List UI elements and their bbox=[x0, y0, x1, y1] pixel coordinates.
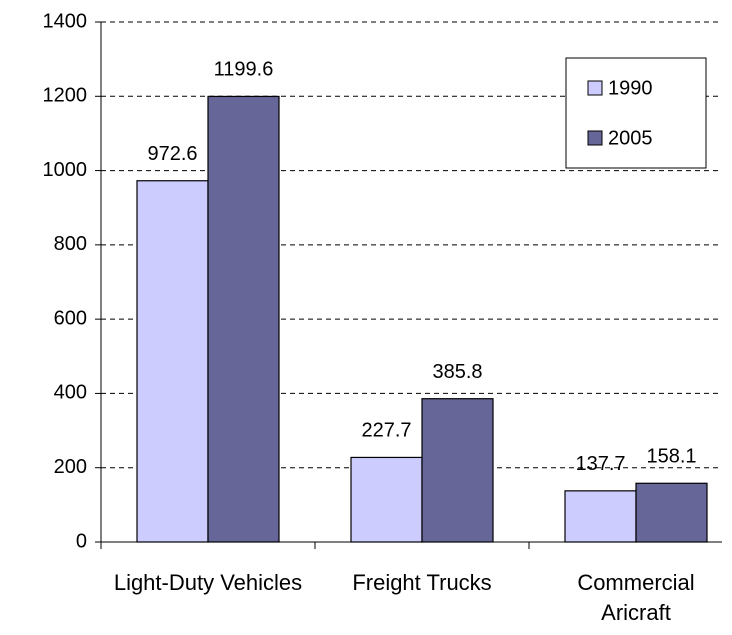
legend-label: 1990 bbox=[608, 77, 653, 99]
x-tick-label: Commercial Aricraft bbox=[577, 570, 695, 625]
y-tick-label: 200 bbox=[54, 456, 87, 478]
x-tick-label: Light-Duty Vehicles bbox=[113, 570, 303, 595]
value-label: 137.7 bbox=[575, 453, 625, 475]
legend-box bbox=[565, 57, 707, 169]
value-label: 1199.6 bbox=[214, 59, 274, 81]
bar bbox=[635, 482, 708, 543]
legend-swatch bbox=[587, 130, 603, 146]
y-tick-label: 800 bbox=[54, 233, 87, 255]
y-tick-label: 1000 bbox=[43, 159, 88, 181]
value-label: 158.1 bbox=[646, 446, 696, 468]
value-label: 385.8 bbox=[432, 361, 482, 383]
y-tick-label: 400 bbox=[54, 382, 87, 404]
bar bbox=[207, 95, 280, 543]
value-label: 972.6 bbox=[147, 143, 197, 165]
y-tick-label: 0 bbox=[76, 530, 87, 552]
bar bbox=[564, 490, 637, 543]
bar bbox=[421, 398, 494, 543]
value-label: 227.7 bbox=[361, 420, 411, 442]
legend-label: 2005 bbox=[608, 127, 653, 149]
y-tick-label: 1400 bbox=[43, 10, 88, 32]
bar bbox=[350, 456, 423, 543]
y-tick-label: 1200 bbox=[43, 85, 88, 107]
y-tick-label: 600 bbox=[54, 307, 87, 329]
legend-swatch bbox=[587, 80, 603, 96]
x-tick-label: Freight Trucks bbox=[352, 570, 492, 595]
bar bbox=[136, 180, 209, 543]
